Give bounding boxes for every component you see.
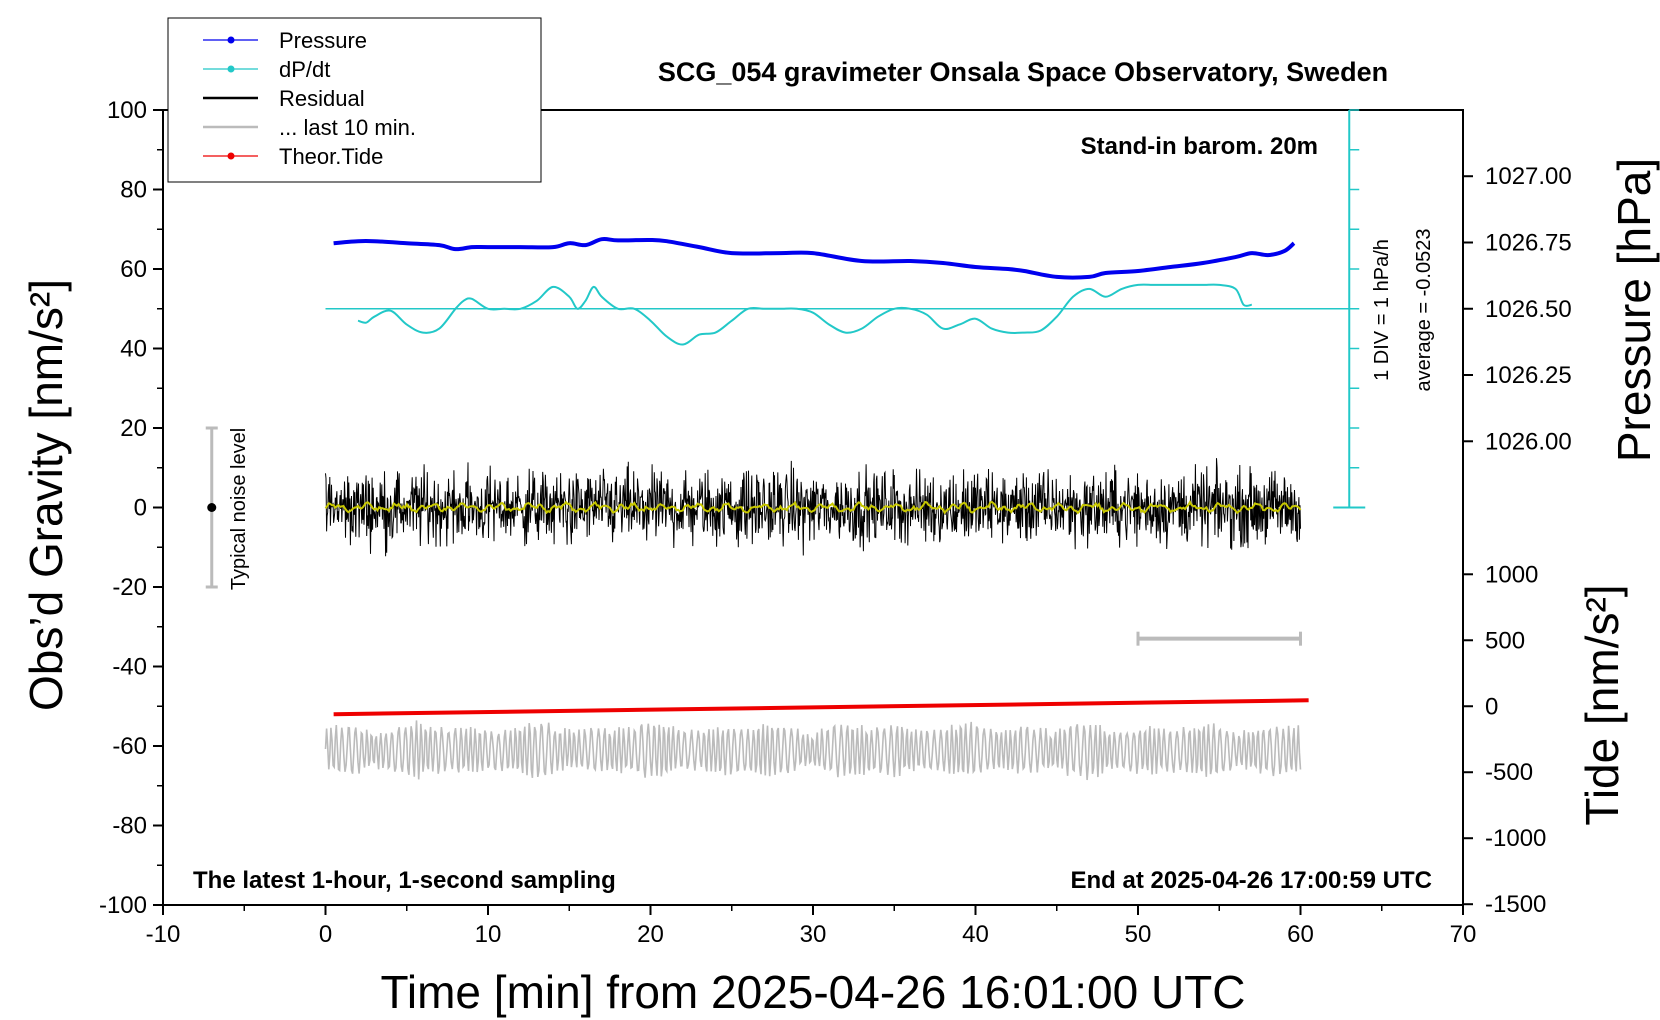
x-tick-label: 60 (1287, 921, 1314, 948)
y-tick-label: -60 (112, 733, 147, 760)
pressure-line (333, 237, 1296, 280)
average-label: average = -0.0523 (1413, 229, 1435, 392)
pressure-tick-label: 1026.50 (1485, 296, 1572, 323)
y-tick-label: 60 (120, 256, 147, 283)
pressure-tick-label: 1027.00 (1485, 163, 1572, 190)
pressure-tick-label: 1026.75 (1485, 229, 1572, 256)
tide-tick-label: -1000 (1485, 825, 1546, 852)
div-scale-label: 1 DIV = 1 hPa/h (1371, 239, 1393, 381)
legend-label: ... last 10 min. (279, 115, 416, 140)
y-tick-label: 20 (120, 415, 147, 442)
x-tick-label: 50 (1125, 921, 1152, 948)
legend-swatch-dot (227, 36, 235, 44)
residual-smoothed-line (324, 500, 1302, 515)
legend-swatch-dot (227, 152, 235, 160)
x-tick-label: 70 (1450, 921, 1477, 948)
legend-label: Pressure (279, 28, 367, 53)
noise-bar-dot (207, 503, 217, 512)
tide-tick-label: -500 (1485, 759, 1533, 786)
x-tick-label: 10 (475, 921, 502, 948)
legend-label: Residual (279, 86, 365, 111)
chart-title: SCG_054 gravimeter Onsala Space Observat… (658, 57, 1388, 87)
legend-swatch-dot (227, 65, 235, 73)
residual-line (325, 458, 1301, 557)
y-tick-label: -40 (112, 654, 147, 681)
tide-tick-label: 1000 (1485, 561, 1538, 588)
y-tick-label: 0 (134, 495, 147, 522)
y-tick-label: 40 (120, 336, 147, 363)
x-tick-label: 0 (319, 921, 332, 948)
noise-level-label: Typical noise level (228, 428, 250, 590)
pressure-tick-label: 1026.25 (1485, 362, 1572, 389)
x-tick-label: 30 (800, 921, 827, 948)
y-tick-label: -100 (99, 892, 147, 919)
legend-label: dP/dt (279, 57, 330, 82)
sampling-note: The latest 1-hour, 1-second sampling (193, 867, 616, 894)
tide-tick-label: 0 (1485, 693, 1498, 720)
tide-tick-label: 500 (1485, 627, 1525, 654)
end-time-note: End at 2025-04-26 17:00:59 UTC (1071, 867, 1433, 894)
legend-label: Theor.Tide (279, 144, 383, 169)
x-tick-label: -10 (146, 921, 181, 948)
dpdt-line (357, 283, 1252, 346)
series-layer (205, 109, 1366, 781)
pressure-axis-title: Pressure [hPa] (1608, 158, 1660, 462)
tide-axis-ticks: 1000 500 0 -500 -1000 -1500 (1463, 561, 1546, 918)
legend: Pressure dP/dt Residual ... last 10 min. The… (167, 17, 542, 183)
last-10-min-line (324, 720, 1302, 781)
x-axis-ticks: -10 0 10 20 30 40 50 60 70 (146, 905, 1477, 948)
x-axis-title: Time [min] from 2025-04-26 16:01:00 UTC (381, 966, 1246, 1018)
pressure-axis-ticks: 1027.00 1026.75 1026.50 1026.25 1026.00 (1463, 163, 1572, 455)
y-tick-label: -80 (112, 813, 147, 840)
pressure-tick-label: 1026.00 (1485, 428, 1572, 455)
x-tick-label: 40 (962, 921, 989, 948)
barometer-note: Stand-in barom. 20m (1081, 133, 1318, 160)
y-tick-label: 100 (107, 97, 147, 124)
tide-tick-label: -1500 (1485, 891, 1546, 918)
x-tick-label: 20 (637, 921, 664, 948)
y-tick-label: 80 (120, 177, 147, 204)
y-axis-left-title: Obs’d Gravity [nm/s²] (20, 279, 72, 711)
legend-entries: Pressure dP/dt Residual ... last 10 min. The… (203, 28, 416, 169)
tide-axis-title: Tide [nm/s²] (1576, 584, 1628, 825)
theoretical-tide-line (333, 698, 1309, 717)
y-tick-label: -20 (112, 574, 147, 601)
y-axis-left-ticks: 100 80 60 40 20 0 -20 -40 -60 -80 -100 (99, 97, 163, 919)
